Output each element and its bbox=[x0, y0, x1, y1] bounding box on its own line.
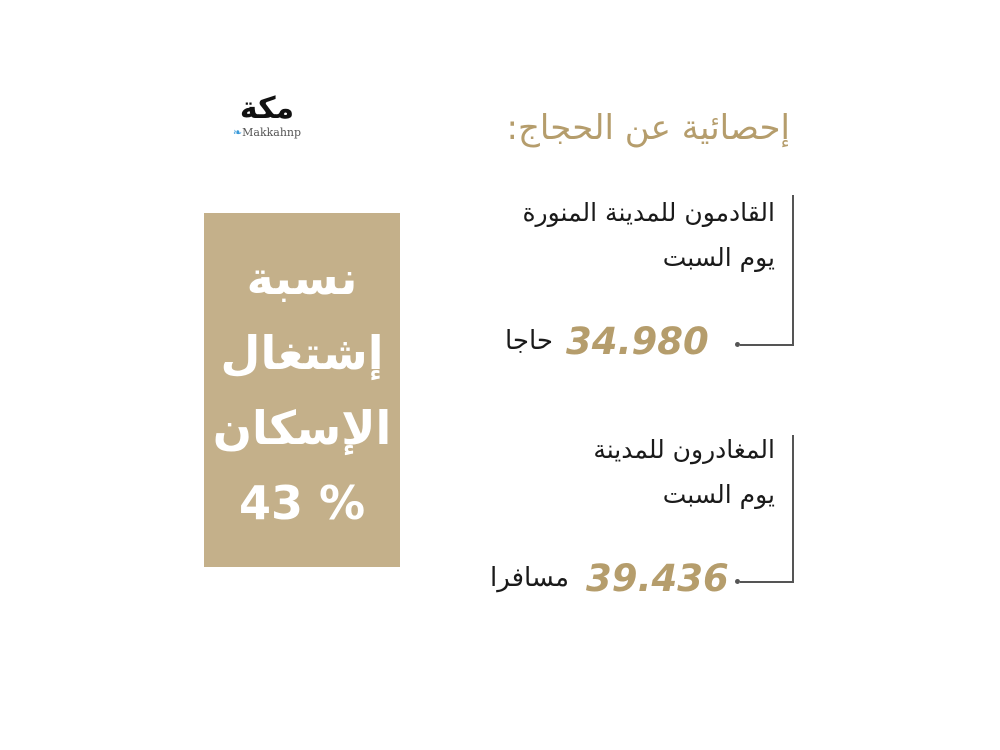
logo-handle: ❧Makkahnp bbox=[222, 126, 312, 139]
bracket-dot bbox=[735, 579, 740, 584]
label-line: يوم السبت bbox=[662, 480, 775, 509]
page-title: إحصائية عن الحجاج: bbox=[506, 108, 790, 148]
departures-value: 39.436 bbox=[586, 557, 729, 600]
occupancy-line: نسبة bbox=[246, 251, 358, 305]
label-line: القادمون للمدينة المنورة bbox=[522, 198, 775, 227]
occupancy-box: نسبة إشتغال الإسكان 43 % bbox=[204, 213, 400, 567]
twitter-bird-icon: ❧ bbox=[232, 126, 243, 139]
arrivals-value: 34.980 bbox=[566, 320, 709, 363]
label-line: المغادرون للمدينة bbox=[593, 435, 775, 464]
arrivals-label: القادمون للمدينة المنورة يوم السبت bbox=[522, 190, 775, 280]
label-line: يوم السبت bbox=[662, 243, 775, 272]
bracket-dot bbox=[735, 342, 740, 347]
occupancy-line: إشتغال bbox=[220, 326, 384, 380]
departures-unit: مسافرا bbox=[490, 563, 570, 593]
occupancy-value: 43 % bbox=[238, 476, 366, 530]
logo-mark: مكة bbox=[239, 91, 295, 126]
makkah-logo: مكة ❧Makkahnp bbox=[222, 91, 312, 140]
logo-handle-text: Makkahnp bbox=[242, 126, 302, 139]
bracket-line bbox=[792, 435, 794, 583]
bracket-line bbox=[740, 344, 794, 346]
occupancy-line: الإسكان bbox=[212, 401, 392, 455]
departures-label: المغادرون للمدينة يوم السبت bbox=[593, 427, 775, 517]
bracket-line bbox=[792, 195, 794, 346]
bracket-line bbox=[740, 581, 794, 583]
arrivals-unit: حاجا bbox=[505, 326, 553, 356]
